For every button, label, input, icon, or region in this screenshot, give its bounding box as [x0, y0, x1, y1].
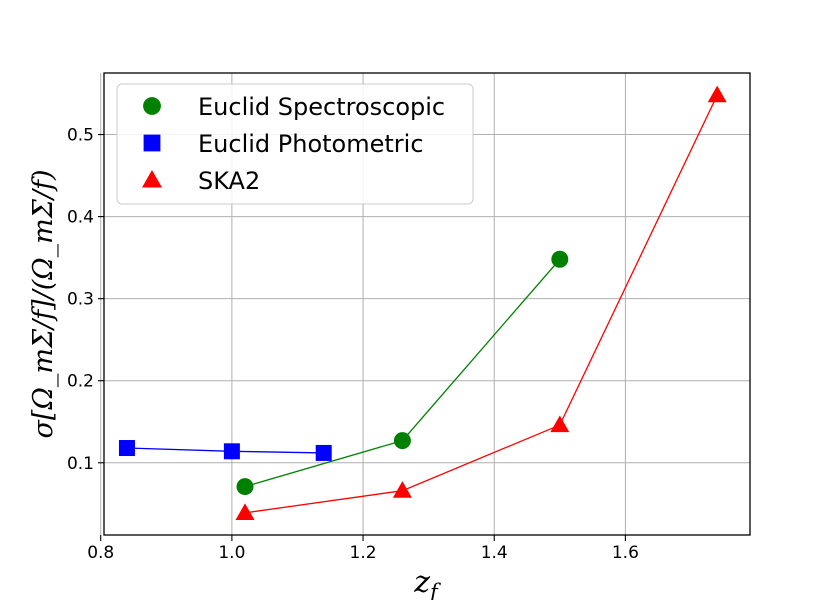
legend-label-euclid-photometric: Euclid Photometric [198, 130, 424, 158]
legend-box [116, 83, 474, 205]
x-tick-label: 0.8 [87, 543, 114, 563]
euclid-photometric-point [315, 444, 332, 461]
y-tick-label: 0.5 [67, 126, 94, 146]
ska2-point [235, 503, 255, 520]
y-axis-label: σ[Ω_mΣ/f]/(Ω_mΣ/f) [28, 170, 59, 439]
legend: Euclid Spectroscopic Euclid Photometric SK… [116, 83, 474, 205]
ska2-point [550, 415, 570, 433]
ska2-line [244, 94, 718, 514]
y-tick-label: 0.1 [67, 454, 94, 474]
x-tick-label: 1.0 [218, 543, 245, 563]
legend-label-ska2: SKA2 [198, 167, 260, 195]
ska2-point [707, 85, 727, 103]
euclid-photometric-point [223, 443, 240, 460]
euclid-spectroscopic-point [551, 250, 569, 268]
euclid-photometric-point [118, 440, 135, 457]
legend-label-euclid-spectroscopic: Euclid Spectroscopic [198, 93, 445, 121]
ska2-point [392, 481, 412, 498]
x-tick-label: 1.6 [612, 543, 639, 563]
y-tick-label: 0.3 [67, 290, 94, 310]
legend-marker-euclid-spectroscopic [143, 97, 161, 115]
series-layer [118, 85, 727, 520]
x-axis-label: zf [413, 565, 441, 600]
legend-marker-ska2 [142, 170, 162, 188]
y-tick-label: 0.2 [67, 372, 94, 392]
euclid-spectroscopic-point [236, 478, 254, 496]
plot-frame [103, 72, 751, 536]
x-tick-label: 1.2 [350, 543, 377, 563]
y-tick-label: 0.4 [67, 208, 94, 228]
x-tick-label: 1.4 [481, 543, 508, 563]
legend-marker-euclid-photometric [143, 134, 161, 152]
euclid-spectroscopic-point [393, 432, 411, 450]
axis-ticks: 0.8 1.0 1.2 1.4 1.6 0.1 0.2 0.3 0.4 0.5 [67, 126, 639, 563]
